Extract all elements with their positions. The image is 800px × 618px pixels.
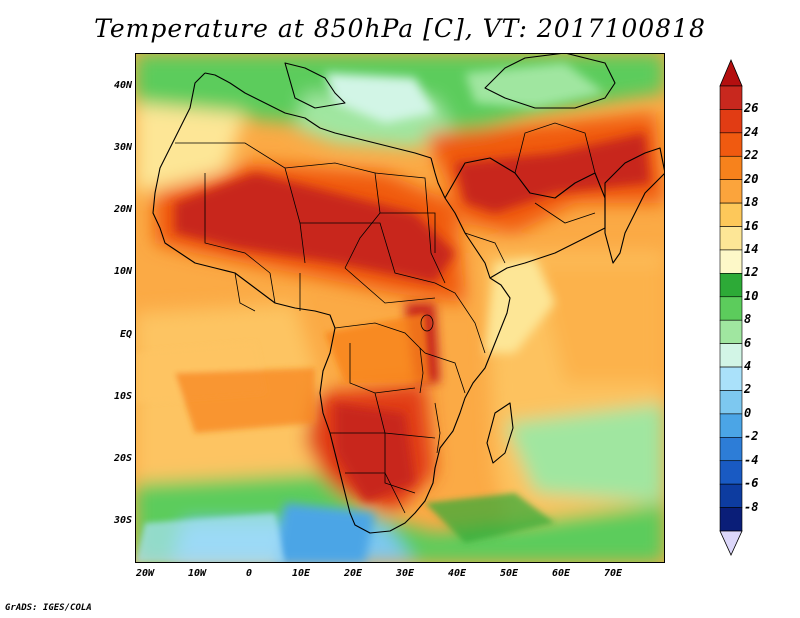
colorbar-cell — [719, 413, 743, 438]
colorbar-cell — [719, 226, 743, 251]
lon-label: 10E — [291, 568, 311, 579]
colorbar-cell — [719, 202, 743, 227]
field-sahel-core — [175, 173, 455, 283]
colorbar-cell — [719, 390, 743, 415]
colorbar-label: 12 — [744, 265, 759, 280]
colorbar-label: 16 — [744, 218, 759, 233]
field-atlantic-warm — [175, 368, 315, 433]
lon-label: 0 — [245, 568, 253, 579]
colorbar-cell — [719, 296, 743, 321]
colorbar-label: -4 — [744, 452, 759, 467]
colorbar-label: 8 — [744, 312, 752, 327]
colorbar-label: -6 — [744, 476, 759, 491]
colorbar-label: 2 — [744, 382, 752, 397]
colorbar-cell — [719, 273, 743, 298]
colorbar-cell — [719, 483, 743, 508]
lat-label: 10N — [113, 266, 132, 277]
colorbar-cell — [719, 85, 743, 110]
field-horn-pale — [485, 258, 555, 353]
colorbar-label: 18 — [744, 195, 759, 210]
lon-label: 60E — [551, 568, 571, 579]
colorbar-label: 6 — [744, 335, 752, 350]
colorbar-cell — [719, 249, 743, 274]
colorbar-label: 20 — [744, 171, 759, 186]
colorbar-cell — [719, 179, 743, 204]
colorbar — [719, 58, 743, 556]
lon-label: 50E — [499, 568, 519, 579]
coastlines — [152, 53, 665, 534]
field-sw-blue — [135, 513, 285, 563]
temperature-map — [135, 53, 665, 563]
colorbar-cell — [719, 507, 743, 532]
lat-label: 30N — [113, 142, 132, 153]
colorbar-label: -2 — [744, 429, 759, 444]
lat-label: 10S — [113, 391, 132, 402]
lon-label: 30E — [395, 568, 415, 579]
colorbar-label: 14 — [744, 241, 759, 256]
country-borders — [175, 122, 596, 514]
lat-label: 20S — [113, 453, 132, 464]
lat-label: 20N — [113, 204, 132, 215]
lakes — [419, 314, 441, 454]
map-frame — [135, 53, 665, 563]
field-atlantic-north — [135, 103, 245, 193]
field-arabia-core — [455, 133, 650, 213]
colorbar-label: 10 — [744, 288, 759, 303]
lat-label: 30S — [113, 515, 132, 526]
field-congo-warm — [325, 313, 430, 383]
field-southern-core — [335, 403, 415, 503]
colorbar-cell — [719, 460, 743, 485]
lon-label: 10W — [187, 568, 207, 579]
lat-label: 40N — [113, 80, 132, 91]
colorbar-high-arrow — [719, 58, 743, 87]
colorbar-cell — [719, 319, 743, 344]
colorbar-cell — [719, 366, 743, 391]
field-south-blue — [275, 503, 375, 563]
lon-label: 20W — [135, 568, 155, 579]
colorbar-label: 4 — [744, 359, 752, 374]
credit-text: GrADS: IGES/COLA — [5, 603, 92, 613]
colorbar-cell — [719, 132, 743, 157]
colorbar-label: 0 — [744, 405, 752, 420]
colorbar-label: -8 — [744, 499, 759, 514]
lon-label: 20E — [343, 568, 363, 579]
chart-title: Temperature at 850hPa [C], VT: 201710081… — [94, 14, 706, 43]
colorbar-cell — [719, 155, 743, 180]
field-arabian-sea — [535, 263, 665, 383]
field-cape-green — [425, 493, 555, 543]
colorbar-cell — [719, 343, 743, 368]
colorbar-label: 22 — [744, 148, 759, 163]
lon-label: 40E — [447, 568, 467, 579]
colorbar-label: 24 — [744, 124, 759, 139]
field-indian-green — [505, 403, 665, 503]
field-north-cold — [325, 73, 435, 123]
colorbar-cell — [719, 109, 743, 134]
field-turkey — [465, 63, 605, 108]
lon-label: 70E — [603, 568, 623, 579]
lat-label: EQ — [119, 329, 132, 340]
colorbar-cell — [719, 437, 743, 462]
colorbar-low-arrow — [719, 530, 743, 556]
colorbar-label: 26 — [744, 101, 759, 116]
